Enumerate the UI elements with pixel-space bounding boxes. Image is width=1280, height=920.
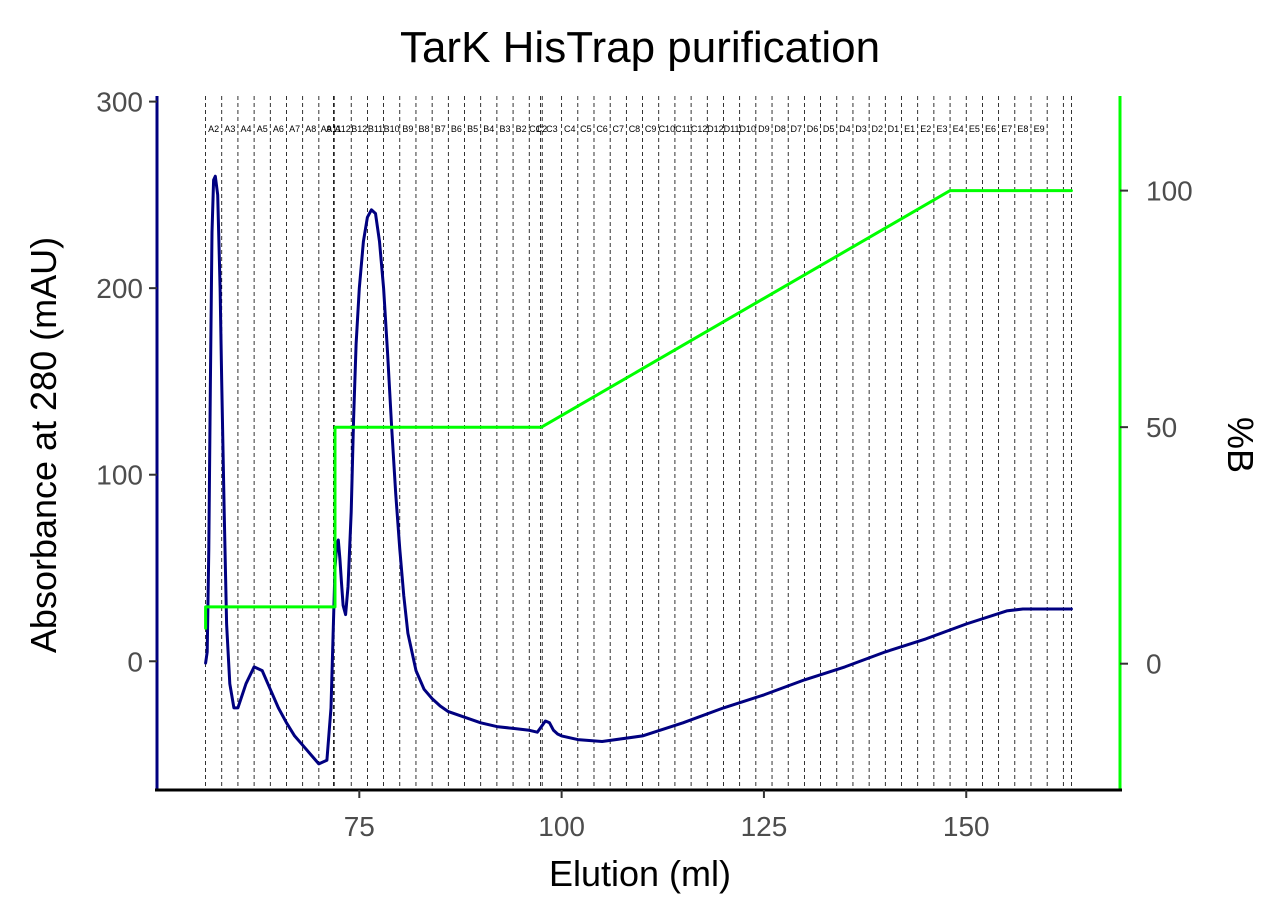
fraction-label-B3: B3: [499, 124, 510, 134]
fraction-label-D6: D6: [807, 124, 819, 134]
fraction-label-D10: D10: [739, 124, 756, 134]
fraction-label-B2: B2: [516, 124, 527, 134]
fraction-label-C3: C3: [546, 124, 558, 134]
fraction-label-C5: C5: [580, 124, 592, 134]
fraction-label-E8: E8: [1017, 124, 1028, 134]
chart-title: TarK HisTrap purification: [400, 23, 880, 72]
fraction-label-E4: E4: [953, 124, 964, 134]
fraction-label-A2: A2: [208, 124, 219, 134]
fraction-label-E9: E9: [1034, 124, 1045, 134]
percent-b-series-line: [204, 189, 1073, 630]
fraction-label-C9: C9: [645, 124, 657, 134]
y-tick-label-300: 300: [96, 87, 143, 118]
fraction-label-D2: D2: [871, 124, 883, 134]
y2-tick-label-0: 0: [1146, 649, 1162, 680]
fraction-markers: [205, 96, 1072, 790]
fraction-label-D3: D3: [855, 124, 867, 134]
fraction-label-C7: C7: [613, 124, 625, 134]
x-tick-label-100: 100: [538, 811, 585, 842]
fraction-label-B5: B5: [467, 124, 478, 134]
fraction-label-D1: D1: [888, 124, 900, 134]
fraction-label-A12: A12: [335, 124, 351, 134]
fraction-label-B7: B7: [435, 124, 446, 134]
fraction-label-C8: C8: [629, 124, 641, 134]
y2-tick-label-100: 100: [1146, 176, 1193, 207]
fraction-label-E1: E1: [904, 124, 915, 134]
series-layer: [204, 174, 1073, 766]
fraction-label-C4: C4: [564, 124, 576, 134]
x-axis-label: Elution (ml): [549, 853, 731, 894]
fraction-label-B9: B9: [402, 124, 413, 134]
fraction-label-A5: A5: [257, 124, 268, 134]
fraction-label-B4: B4: [483, 124, 494, 134]
fraction-label-E5: E5: [969, 124, 980, 134]
axes: 75 100 125 150 0 100 200 300 0 50 100: [96, 87, 1192, 842]
fraction-label-A8: A8: [305, 124, 316, 134]
x-tick-label-75: 75: [344, 811, 375, 842]
y-axis-label: Absorbance at 280 (mAU): [23, 237, 64, 653]
fraction-label-D5: D5: [823, 124, 835, 134]
fraction-label-E6: E6: [985, 124, 996, 134]
fraction-label-C11: C11: [675, 124, 691, 134]
fraction-label-D8: D8: [774, 124, 786, 134]
fraction-label-B12: B12: [351, 124, 367, 134]
fraction-label-A9: A9: [321, 124, 332, 134]
fraction-label-A11: A11: [326, 124, 341, 134]
x-tick-label-150: 150: [943, 811, 990, 842]
y-tick-label-0: 0: [127, 646, 143, 677]
y2-tick-label-50: 50: [1146, 412, 1177, 443]
y-tick-label-200: 200: [96, 273, 143, 304]
fraction-label-D4: D4: [839, 124, 851, 134]
fraction-label-A7: A7: [289, 124, 300, 134]
fraction-label-D11: D11: [724, 124, 740, 134]
fraction-label-D12: D12: [707, 124, 724, 134]
fraction-label-C2: C2: [536, 124, 548, 134]
fraction-label-B11: B11: [368, 124, 383, 134]
fraction-label-B10: B10: [384, 124, 400, 134]
fraction-label-A6: A6: [273, 124, 284, 134]
fraction-label-A4: A4: [241, 124, 252, 134]
fraction-label-B6: B6: [451, 124, 462, 134]
fraction-label-B8: B8: [419, 124, 430, 134]
fraction-label-C6: C6: [596, 124, 608, 134]
fraction-label-C12: C12: [691, 124, 708, 134]
fraction-label-E2: E2: [920, 124, 931, 134]
fraction-label-C1: C1: [529, 124, 541, 134]
fraction-label-D9: D9: [758, 124, 770, 134]
fraction-label-A3: A3: [224, 124, 235, 134]
absorbance-series-line: [204, 174, 1073, 766]
fraction-label-C10: C10: [659, 124, 676, 134]
x-tick-label-125: 125: [741, 811, 788, 842]
y-tick-label-100: 100: [96, 460, 143, 491]
y2-axis-label: %B: [1220, 417, 1261, 473]
fraction-label-E3: E3: [936, 124, 947, 134]
fraction-label-E7: E7: [1001, 124, 1012, 134]
fraction-label-D7: D7: [791, 124, 803, 134]
